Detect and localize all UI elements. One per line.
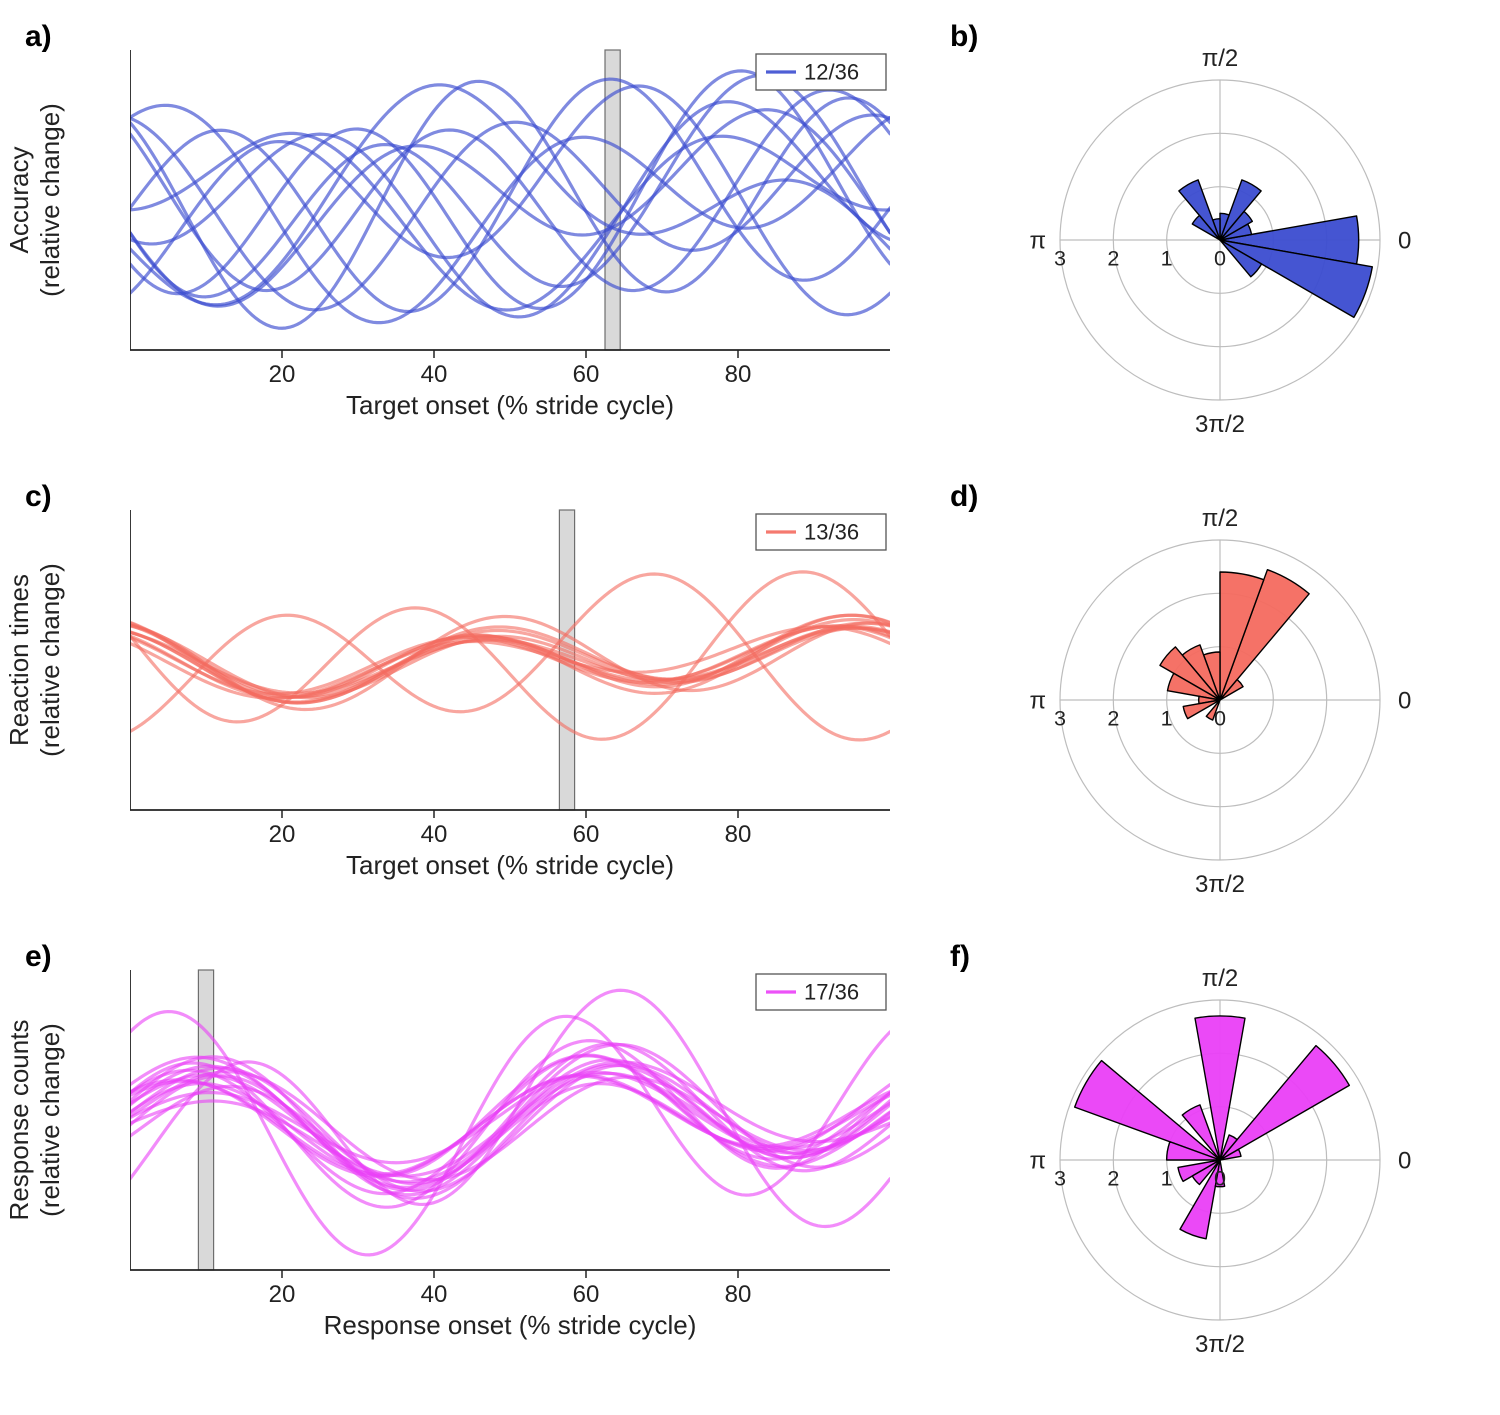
line-chart: 20406080-0.100.1Target onset (% stride c… — [130, 40, 890, 420]
polar-chart: 1 2 3 0 0 π/2 π 3π/2 — [1020, 40, 1420, 440]
line-chart: 20406080-0.100.1Target onset (% stride c… — [130, 500, 890, 880]
legend-text: 13/36 — [804, 520, 859, 545]
svg-text:1: 1 — [1161, 706, 1173, 731]
svg-text:80: 80 — [725, 361, 752, 388]
panel-label-c: c) — [25, 480, 52, 514]
svg-text:3π/2: 3π/2 — [1195, 871, 1245, 898]
y-axis-label: Response counts(relative change) — [4, 1020, 66, 1221]
legend-text: 17/36 — [804, 980, 859, 1005]
svg-text:80: 80 — [725, 821, 752, 848]
svg-text:Target onset (% stride cycle): Target onset (% stride cycle) — [346, 390, 674, 420]
svg-text:0: 0 — [1398, 227, 1411, 254]
ylabel-line2: (relative change) — [35, 103, 66, 297]
svg-text:40: 40 — [421, 821, 448, 848]
polar-chart: 1 2 3 0 0 π/2 π 3π/2 — [1020, 960, 1420, 1360]
svg-text:π: π — [1029, 227, 1046, 254]
svg-text:3: 3 — [1054, 706, 1066, 731]
panel-label-a: a) — [25, 20, 52, 54]
svg-text:60: 60 — [573, 1281, 600, 1308]
svg-text:0: 0 — [1398, 687, 1411, 714]
svg-text:2: 2 — [1107, 706, 1119, 731]
svg-text:60: 60 — [573, 361, 600, 388]
svg-text:1: 1 — [1161, 246, 1173, 271]
svg-text:20: 20 — [269, 361, 296, 388]
svg-text:3: 3 — [1054, 246, 1066, 271]
line-chart: 20406080-0.4-0.200.20.4Response onset (%… — [130, 960, 890, 1340]
panel-label-e: e) — [25, 940, 52, 974]
polar-chart: 1 2 3 0 0 π/2 π 3π/2 — [1020, 500, 1420, 900]
svg-text:40: 40 — [421, 361, 448, 388]
svg-text:π/2: π/2 — [1202, 45, 1239, 72]
svg-text:0: 0 — [1214, 1166, 1226, 1191]
y-axis-label: Reaction times(relative change) — [4, 563, 66, 757]
ylabel-line1: Accuracy — [4, 103, 35, 297]
svg-text:π/2: π/2 — [1202, 965, 1239, 992]
panel-label-f: f) — [950, 940, 970, 974]
svg-text:π/2: π/2 — [1202, 505, 1239, 532]
svg-text:2: 2 — [1107, 1166, 1119, 1191]
svg-text:40: 40 — [421, 1281, 448, 1308]
svg-text:π: π — [1029, 687, 1046, 714]
figure-root: a)20406080-0.100.1Target onset (% stride… — [20, 20, 1480, 1395]
y-axis-label: Accuracy(relative change) — [4, 103, 66, 297]
svg-text:3π/2: 3π/2 — [1195, 411, 1245, 438]
panel-label-b: b) — [950, 20, 978, 54]
svg-text:3π/2: 3π/2 — [1195, 1331, 1245, 1358]
panel-label-d: d) — [950, 480, 978, 514]
svg-text:0: 0 — [1398, 1147, 1411, 1174]
svg-text:20: 20 — [269, 1281, 296, 1308]
svg-text:20: 20 — [269, 821, 296, 848]
svg-text:0: 0 — [1214, 246, 1226, 271]
ylabel-line2: (relative change) — [35, 1020, 66, 1221]
svg-text:1: 1 — [1161, 1166, 1173, 1191]
legend-text: 12/36 — [804, 60, 859, 85]
svg-text:Target onset (% stride cycle): Target onset (% stride cycle) — [346, 850, 674, 880]
ylabel-line1: Reaction times — [4, 563, 35, 757]
ylabel-line2: (relative change) — [35, 563, 66, 757]
svg-text:π: π — [1029, 1147, 1046, 1174]
svg-text:Response onset (% stride cycle: Response onset (% stride cycle) — [324, 1310, 697, 1340]
svg-text:2: 2 — [1107, 246, 1119, 271]
svg-text:60: 60 — [573, 821, 600, 848]
svg-text:0: 0 — [1214, 706, 1226, 731]
ylabel-line1: Response counts — [4, 1020, 35, 1221]
svg-text:80: 80 — [725, 1281, 752, 1308]
svg-text:3: 3 — [1054, 1166, 1066, 1191]
